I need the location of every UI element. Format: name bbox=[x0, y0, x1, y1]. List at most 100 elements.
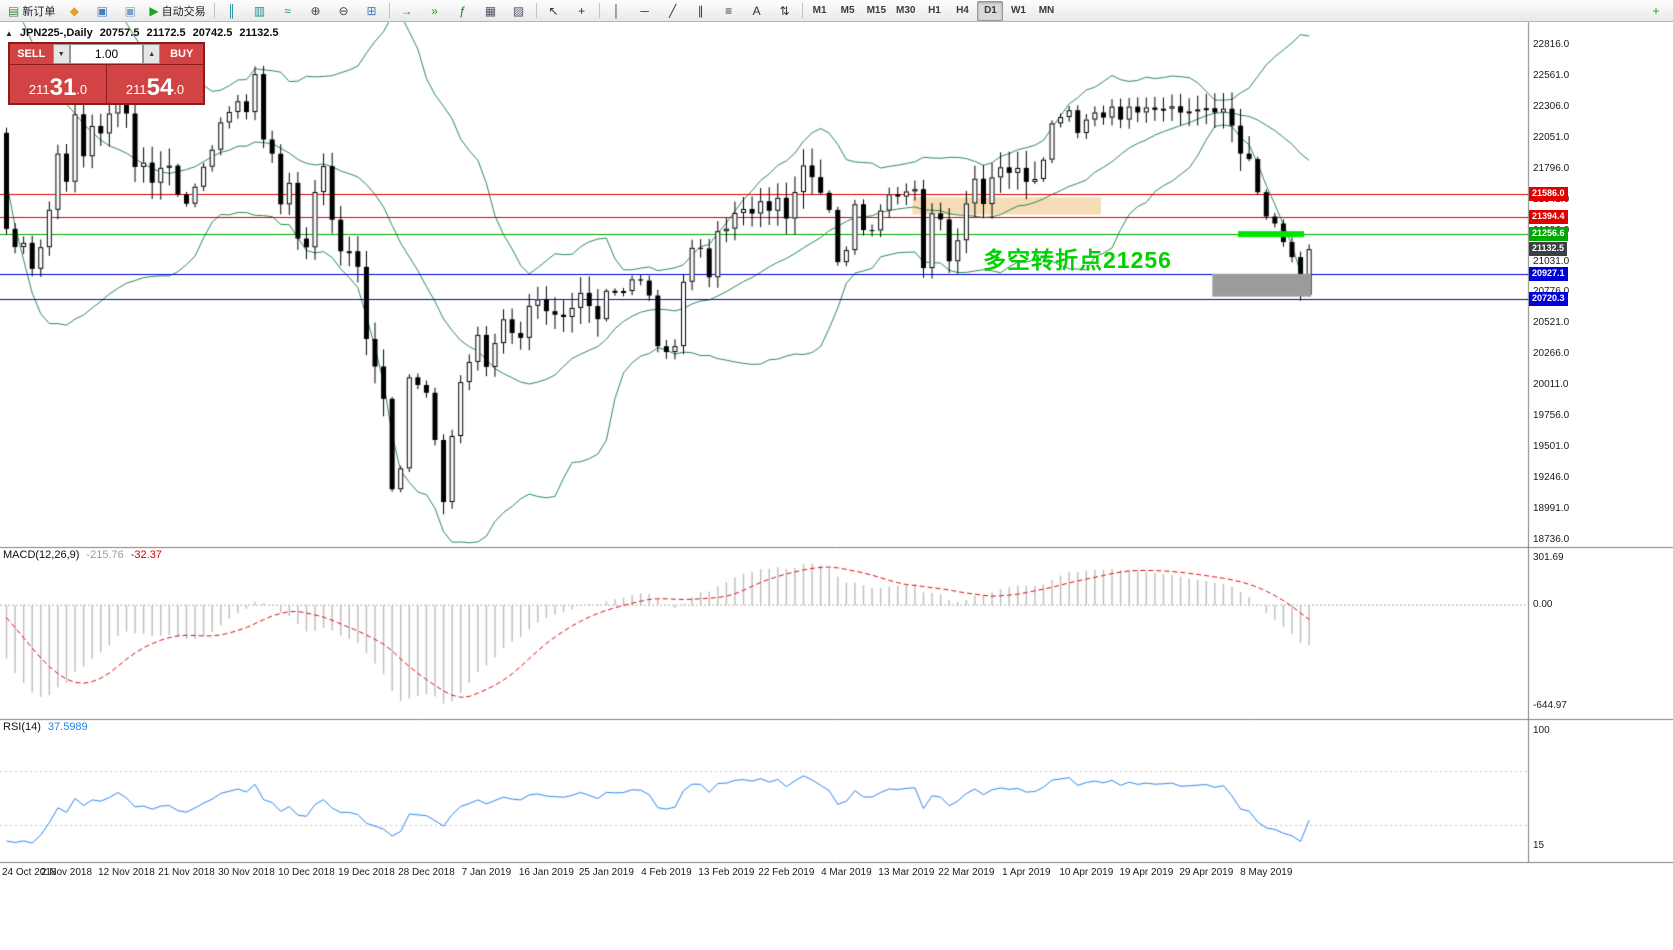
timeframe-h1-button[interactable]: H1 bbox=[928, 5, 941, 16]
vertical-line-icon-glyph: │ bbox=[612, 3, 621, 18]
channel-icon-glyph: ∥ bbox=[697, 3, 704, 18]
candlestick-chart-icon[interactable]: ▥ bbox=[247, 1, 273, 21]
vertical-line-icon[interactable]: │ bbox=[604, 1, 630, 21]
macd-scale-label: 0.00 bbox=[1533, 599, 1553, 611]
rsi-value: 37.5989 bbox=[47, 721, 88, 733]
add-indicator-glyph: + bbox=[1652, 3, 1660, 18]
new-order-glyph: ▤ bbox=[8, 3, 20, 18]
new-chart-icon[interactable]: ▣ bbox=[89, 1, 115, 21]
channel-icon[interactable]: ∥ bbox=[688, 1, 714, 21]
volume-increase-button[interactable]: ▲ bbox=[143, 44, 161, 64]
price-scale-label: 19246.0 bbox=[1533, 472, 1570, 484]
indicators-icon-glyph: ƒ bbox=[459, 3, 466, 18]
fibonacci-icon[interactable]: ≡ bbox=[716, 1, 742, 21]
price-scale-label: 22051.0 bbox=[1533, 131, 1570, 143]
rsi-scale-label: 15 bbox=[1533, 839, 1545, 851]
price-level-badge: 21394.4 bbox=[1529, 210, 1568, 225]
rsi-scale-label: 100 bbox=[1533, 725, 1550, 736]
timeframe-m1-button[interactable]: M1 bbox=[812, 5, 827, 16]
zoom-out-icon[interactable]: ⊖ bbox=[331, 1, 357, 21]
trendline-icon[interactable]: ╱ bbox=[660, 1, 686, 21]
price-level-badge: 20720.3 bbox=[1529, 292, 1568, 306]
add-indicator-button[interactable]: + bbox=[1643, 1, 1669, 21]
sell-price-suffix: .0 bbox=[76, 82, 88, 98]
zoom-in-icon[interactable]: ⊕ bbox=[303, 1, 329, 21]
periods-icon[interactable]: ▦ bbox=[478, 1, 504, 21]
chart-shift-icon[interactable]: » bbox=[422, 1, 448, 21]
timeframe-m30-button[interactable]: M30 bbox=[896, 5, 916, 16]
date-label: 13 Feb 2019 bbox=[698, 867, 755, 878]
price-level-badge: 21256.6 bbox=[1529, 227, 1568, 241]
horizontal-line-icon[interactable]: ─ bbox=[632, 1, 658, 21]
date-label: 10 Dec 2018 bbox=[278, 867, 335, 878]
date-label: 25 Jan 2019 bbox=[578, 867, 634, 878]
price-scale-label: 20521.0 bbox=[1533, 317, 1570, 329]
autotrading-button[interactable]: ▶ 自动交易 bbox=[145, 1, 209, 21]
price-scale-label: 22816.0 bbox=[1533, 38, 1570, 50]
new-order-button-label: 新订单 bbox=[22, 5, 56, 18]
macd-indicator-label-row: MACD(12,26,9) -215.76 -32.37 bbox=[3, 549, 162, 561]
price-level-badge: 20927.1 bbox=[1529, 267, 1568, 281]
symbol-title: JPN225-,Daily bbox=[19, 27, 93, 39]
date-label: 21 Nov 2018 bbox=[158, 867, 215, 878]
price-level-badge: 21132.5 bbox=[1529, 242, 1568, 256]
new-order-button[interactable]: ▤ 新订单 bbox=[4, 1, 59, 21]
timeframe-m5-button[interactable]: M5 bbox=[840, 5, 855, 16]
volume-decrease-button[interactable]: ▼ bbox=[52, 44, 70, 64]
date-label: 29 Apr 2019 bbox=[1179, 867, 1234, 878]
arrows-icon[interactable]: ⇅ bbox=[772, 1, 798, 21]
arrows-icon-glyph: ⇅ bbox=[779, 3, 790, 18]
date-label: 24 Oct 2018 bbox=[2, 867, 57, 878]
sell-price-prefix: 211 bbox=[28, 82, 50, 98]
timeframe-mn-button[interactable]: MN bbox=[1038, 5, 1055, 16]
date-label: 19 Apr 2019 bbox=[1119, 867, 1174, 878]
toolbar-separator bbox=[801, 3, 803, 18]
sell-button[interactable]: SELL bbox=[10, 44, 53, 64]
price-scale-label: 22306.0 bbox=[1533, 100, 1570, 112]
timeframe-m15-button[interactable]: M15 bbox=[866, 5, 887, 16]
tile-windows-icon[interactable]: ⊞ bbox=[359, 1, 385, 21]
bar-chart-icon[interactable]: ║ bbox=[219, 1, 245, 21]
timeframe-d1-button[interactable]: D1 bbox=[977, 0, 1004, 21]
charts-icon[interactable]: ◆ bbox=[61, 1, 87, 21]
date-label: 7 Jan 2019 bbox=[461, 867, 512, 878]
crosshair-icon[interactable]: + bbox=[569, 1, 595, 21]
timeframe-w1-button[interactable]: W1 bbox=[1010, 5, 1026, 16]
cursor-icon[interactable]: ↖ bbox=[541, 1, 567, 21]
macd-label: MACD(12,26,9) bbox=[3, 549, 80, 561]
line-chart-icon[interactable]: ≈ bbox=[275, 1, 301, 21]
periods-icon-glyph: ▦ bbox=[484, 3, 497, 18]
toolbar-separator bbox=[598, 3, 600, 18]
templates-icon[interactable]: ▨ bbox=[506, 1, 532, 21]
price-level-badge: 21586.0 bbox=[1529, 187, 1568, 201]
buy-price-prefix: 211 bbox=[125, 82, 147, 98]
date-label: 8 May 2019 bbox=[1240, 867, 1293, 878]
price-scale-label: 20011.0 bbox=[1533, 379, 1569, 391]
rsi-label: RSI(14) bbox=[3, 721, 41, 733]
date-label: 28 Dec 2018 bbox=[398, 867, 455, 878]
text-icon[interactable]: A bbox=[744, 1, 770, 21]
date-label: 19 Dec 2018 bbox=[338, 867, 395, 878]
volume-input[interactable] bbox=[70, 44, 143, 64]
auto-scroll-icon-glyph: → bbox=[400, 3, 413, 18]
date-label: 4 Mar 2019 bbox=[821, 867, 872, 878]
one-click-collapse-icon[interactable]: ▲ bbox=[5, 28, 13, 38]
profiles-icon-glyph: ▣ bbox=[124, 3, 137, 18]
profiles-icon[interactable]: ▣ bbox=[117, 1, 143, 21]
rsi-indicator-label-row: RSI(14) 37.5989 bbox=[3, 721, 88, 733]
timeframe-h4-button[interactable]: H4 bbox=[956, 5, 969, 16]
bar-open-value: 20757.5 bbox=[99, 27, 140, 39]
sell-price-button[interactable]: 211 31.0 bbox=[10, 65, 106, 103]
auto-scroll-icon[interactable]: → bbox=[394, 1, 420, 21]
price-scale-label: 19501.0 bbox=[1533, 441, 1570, 453]
indicators-icon[interactable]: ƒ bbox=[450, 1, 476, 21]
new-chart-icon-glyph: ▣ bbox=[96, 3, 109, 18]
date-label: 22 Mar 2019 bbox=[938, 867, 995, 878]
buy-button[interactable]: BUY bbox=[160, 44, 203, 64]
templates-icon-glyph: ▨ bbox=[512, 3, 525, 18]
price-scale-label: 20776.0 bbox=[1533, 286, 1569, 297]
annotation-text[interactable]: 多空转折点21256 bbox=[983, 247, 1172, 273]
buy-price-button[interactable]: 211 54.0 bbox=[107, 65, 203, 103]
trendline-icon-glyph: ╱ bbox=[668, 3, 677, 18]
